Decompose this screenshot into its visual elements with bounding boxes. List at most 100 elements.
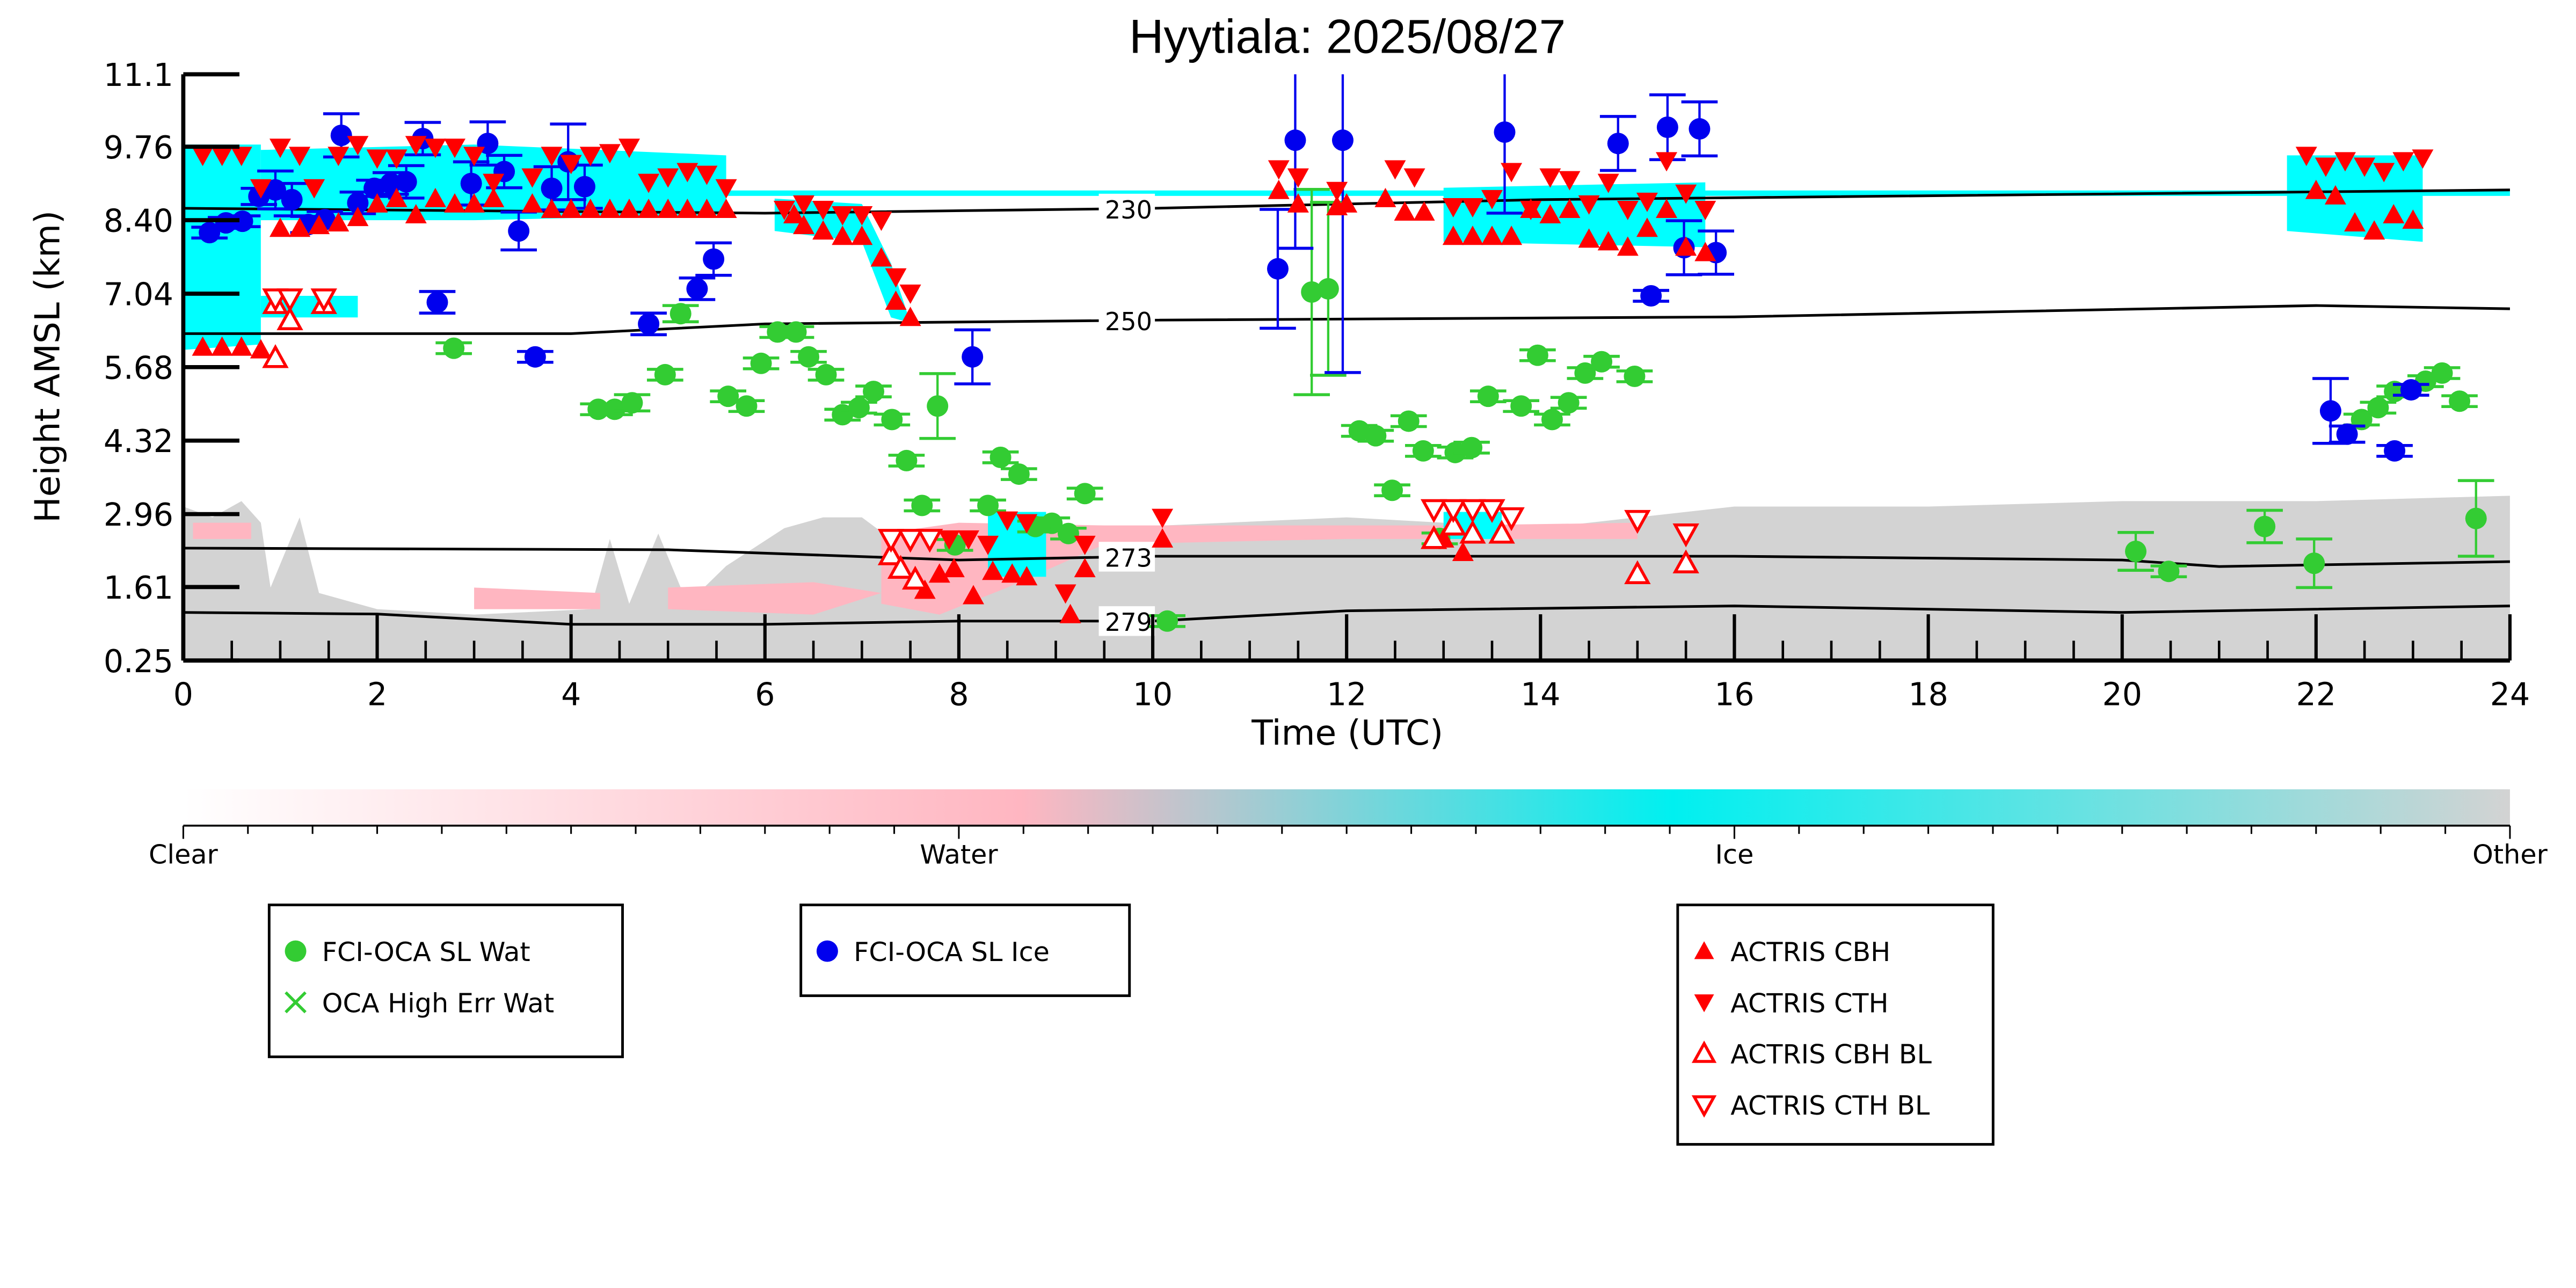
cloud-classification-layer — [183, 144, 2510, 661]
legend-frame — [799, 903, 1131, 998]
data-point — [676, 163, 698, 183]
data-point — [621, 392, 643, 414]
data-point — [2402, 209, 2424, 229]
isotherm-label: 250 — [1105, 307, 1152, 336]
data-point — [1672, 549, 1699, 573]
data-point — [269, 139, 291, 158]
data-point — [717, 385, 739, 407]
legend-marker-icon — [285, 940, 307, 962]
x-tick-label: 6 — [755, 676, 775, 712]
data-point — [1640, 285, 1662, 307]
x-tick-label: 2 — [367, 676, 387, 712]
data-point — [1501, 225, 1523, 245]
series-actris-cth-bl — [262, 288, 1699, 553]
data-point — [832, 206, 854, 226]
data-point — [1501, 163, 1523, 183]
data-point — [928, 563, 950, 583]
y-tick-label: 5.68 — [104, 350, 173, 386]
data-point — [851, 206, 873, 226]
data-point — [1317, 278, 1339, 300]
data-point — [192, 147, 214, 166]
data-point — [463, 193, 485, 213]
data-point — [215, 212, 237, 234]
data-point — [276, 288, 303, 312]
data-point — [281, 188, 303, 210]
data-point — [1694, 200, 1716, 220]
data-point — [2319, 400, 2341, 422]
isotherm-label-bg — [1098, 305, 1155, 336]
data-point — [250, 179, 272, 199]
isotherm-label-bg — [1098, 606, 1155, 636]
isotherm-line — [183, 304, 2510, 335]
data-point — [896, 449, 918, 471]
data-point — [670, 303, 692, 325]
data-point — [463, 147, 485, 166]
data-point — [1452, 542, 1474, 561]
x-tick-label: 8 — [949, 676, 969, 712]
data-point — [1057, 522, 1079, 544]
data-point — [2354, 157, 2376, 177]
data-point — [938, 530, 960, 550]
x-tick-label: 4 — [561, 676, 581, 712]
data-point — [310, 288, 337, 312]
data-point — [1016, 514, 1038, 534]
data-point — [1559, 198, 1581, 218]
data-point — [1597, 173, 1619, 193]
data-point — [521, 193, 543, 213]
data-point — [1301, 281, 1323, 303]
data-point — [1326, 181, 1348, 201]
data-point — [1477, 385, 1499, 407]
data-point — [1597, 231, 1619, 251]
legend-box: FCI-OCA SL Ice — [799, 903, 1131, 998]
data-point — [962, 346, 984, 368]
data-point — [957, 530, 979, 550]
data-point — [1539, 168, 1561, 188]
data-point — [1488, 520, 1515, 544]
data-point — [1624, 560, 1651, 585]
data-point — [2295, 147, 2317, 166]
data-point — [2367, 397, 2389, 419]
data-point — [443, 139, 465, 158]
legend-label: FCI-OCA SL Wat — [322, 936, 530, 967]
legend-marker-icon — [1694, 941, 1714, 959]
data-point — [863, 381, 885, 403]
data-point — [347, 136, 369, 156]
legend-marker-icon — [816, 940, 838, 962]
data-point — [2412, 149, 2434, 169]
data-point — [1152, 508, 1174, 528]
data-point — [657, 168, 679, 188]
isotherm-line — [183, 605, 2510, 626]
data-point — [812, 220, 834, 240]
data-point — [798, 346, 820, 368]
legend-label: ACTRIS CBH — [1730, 936, 1890, 967]
data-point — [1440, 499, 1467, 523]
data-point — [541, 147, 563, 166]
y-tick-label: 2.96 — [104, 497, 173, 533]
water-region — [193, 522, 251, 539]
data-point — [1365, 425, 1387, 447]
data-point — [1394, 201, 1416, 221]
data-point — [2324, 185, 2346, 205]
data-point — [366, 149, 388, 169]
data-point — [1578, 195, 1600, 215]
data-point — [1675, 236, 1697, 256]
series-fci-oca-sl-ice — [191, 74, 2429, 462]
y-tick-label: 7.04 — [104, 276, 173, 312]
data-point — [1384, 160, 1406, 180]
data-point — [1268, 179, 1290, 199]
data-point — [832, 404, 854, 426]
data-point — [885, 290, 907, 310]
data-point — [901, 565, 929, 590]
x-tick-label: 18 — [1908, 676, 1948, 712]
data-point — [508, 220, 530, 242]
data-point — [2431, 362, 2453, 384]
data-point — [262, 344, 289, 368]
data-point — [269, 217, 291, 237]
data-point — [977, 494, 999, 516]
data-point — [638, 198, 660, 218]
data-point — [2363, 220, 2385, 240]
data-point — [2305, 179, 2327, 199]
data-point — [851, 225, 873, 245]
legend-marker-icon — [1691, 1040, 1717, 1063]
